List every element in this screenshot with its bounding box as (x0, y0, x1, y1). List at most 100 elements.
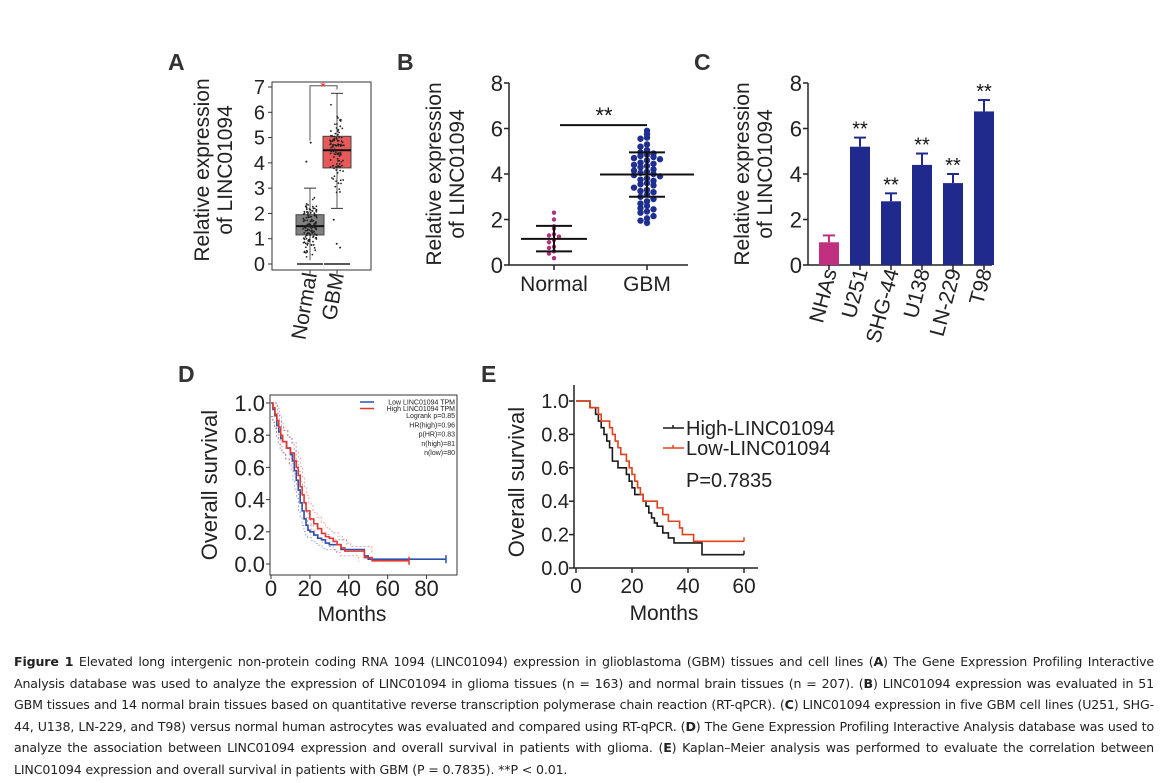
data-point (335, 191, 338, 194)
y-tick-label: 0.8 (234, 423, 265, 448)
data-point (546, 233, 552, 238)
data-point (551, 210, 557, 215)
bar (912, 164, 932, 265)
caption-panel-ref: E (663, 740, 672, 756)
outlier-point (335, 242, 338, 245)
data-point (313, 224, 315, 226)
caption-text: ) LINC01094 expression in five GBM cell … (14, 697, 1155, 734)
y-axis-title-line: of LINC01094 (446, 109, 469, 239)
data-point (309, 220, 312, 222)
data-point (546, 240, 552, 245)
data-point (650, 212, 657, 220)
data-point (339, 118, 342, 121)
x-axis-title: Months (318, 603, 387, 626)
data-point (303, 226, 306, 229)
significance-bracket (309, 85, 338, 141)
data-point (337, 152, 340, 155)
data-point (337, 139, 340, 142)
data-point (330, 146, 332, 149)
data-point (339, 191, 341, 193)
y-tick-label: 0 (491, 253, 503, 278)
data-point (637, 217, 644, 224)
data-point (637, 159, 644, 166)
bar-u138: ** (912, 135, 932, 265)
y-tick-label: 0 (254, 254, 265, 276)
data-point (315, 210, 318, 213)
x-tick-label: GBM (623, 273, 671, 296)
y-axis-title-line: of LINC01094 (214, 105, 237, 235)
significance-marker: ** (914, 135, 930, 157)
data-point (305, 216, 308, 219)
data-point (336, 157, 339, 160)
caption-panel-ref: A (873, 654, 884, 669)
data-point (339, 145, 342, 147)
x-tick-label: Normal (520, 273, 588, 296)
y-axis-title-line: Overall survival (197, 410, 222, 560)
y-tick-label: 5 (254, 128, 265, 150)
survival-curve-high (271, 402, 410, 562)
data-point (551, 255, 557, 261)
data-point (311, 225, 314, 228)
bar (974, 111, 994, 265)
data-point (312, 244, 315, 246)
y-tick-label: 0.4 (234, 488, 265, 513)
data-point (308, 229, 311, 232)
data-point (313, 212, 316, 215)
data-point (329, 139, 331, 142)
data-point (337, 117, 339, 119)
x-tick-label: 40 (337, 576, 361, 601)
data-point (334, 132, 337, 135)
x-tick-label: U251 (838, 266, 873, 320)
outlier-point (339, 246, 342, 249)
data-point (637, 152, 644, 159)
box-gbm (322, 92, 352, 265)
data-point (329, 152, 332, 155)
y-axis-title: Relative expression of LINC01094 (191, 78, 237, 261)
data-point (304, 236, 307, 238)
x-tick-label: Normal (288, 271, 322, 342)
data-point (311, 232, 314, 234)
data-point (341, 127, 344, 130)
data-point (643, 208, 651, 215)
y-tick-label: 6 (790, 117, 802, 142)
data-point (304, 251, 307, 254)
data-point (330, 130, 332, 132)
group-gbm (600, 127, 694, 227)
y-tick-label: 7 (254, 77, 265, 99)
x-tick-label: 0 (265, 576, 277, 601)
data-point (339, 120, 342, 122)
y-tick-label: 0.2 (541, 525, 569, 547)
data-point (336, 115, 339, 118)
data-point (340, 136, 343, 139)
data-point (333, 156, 335, 158)
data-point (310, 243, 313, 246)
bar-t98: ** (974, 81, 994, 265)
data-point (315, 221, 317, 223)
data-point (307, 214, 310, 217)
data-point (315, 209, 318, 211)
plot-frame (269, 394, 458, 576)
data-point (313, 247, 316, 249)
caption-body: Elevated long intergenic non-protein cod… (14, 654, 1154, 777)
data-point (337, 143, 339, 146)
data-point (637, 135, 644, 142)
panel-d-survival: 0.0 0.2 0.4 0.6 0.8 1.0 0 20 40 60 80 Months Low LIN… (234, 391, 458, 626)
data-point (341, 141, 344, 144)
data-point (650, 153, 657, 161)
x-tick-label-group: T98 (965, 266, 997, 307)
data-point (637, 200, 644, 207)
data-point (309, 211, 312, 214)
data-point (630, 161, 638, 169)
data-point (338, 162, 341, 165)
data-point (304, 246, 307, 249)
data-point (306, 242, 309, 245)
data-point (312, 235, 315, 238)
y-tick-label: 6 (254, 102, 265, 124)
data-point (650, 166, 657, 173)
data-point (307, 215, 310, 218)
data-point (650, 160, 657, 167)
data-point (340, 160, 343, 163)
data-point (329, 143, 331, 146)
data-point (342, 144, 345, 147)
data-point (306, 232, 309, 235)
